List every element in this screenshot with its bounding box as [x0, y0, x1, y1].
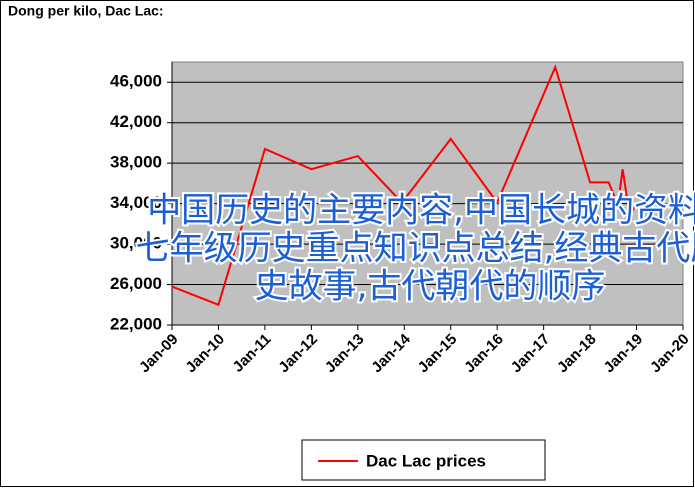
y-tick-label: 30,000 — [110, 234, 162, 253]
watermark-text: 史故事,古代朝代的顺序 — [255, 267, 606, 307]
watermark-text: 中国历史的主要内容,中国长城的资料, — [147, 191, 695, 231]
y-tick-label: 42,000 — [110, 112, 162, 131]
watermark-text: 七年级历史重点知识点总结,经典古代历 — [136, 229, 695, 269]
y-tick-label: 34,000 — [110, 193, 162, 212]
y-tick-label: 22,000 — [110, 314, 162, 333]
y-tick-label: 38,000 — [110, 153, 162, 172]
line-series — [171, 64, 638, 307]
y-tick-label: 46,000 — [110, 72, 162, 91]
plot-area — [171, 61, 684, 326]
y-tick-label: 26,000 — [110, 274, 162, 293]
legend-label: Dac Lac prices — [366, 451, 486, 470]
chart-title: Dong per kilo, Dac Lac: — [8, 3, 164, 19]
